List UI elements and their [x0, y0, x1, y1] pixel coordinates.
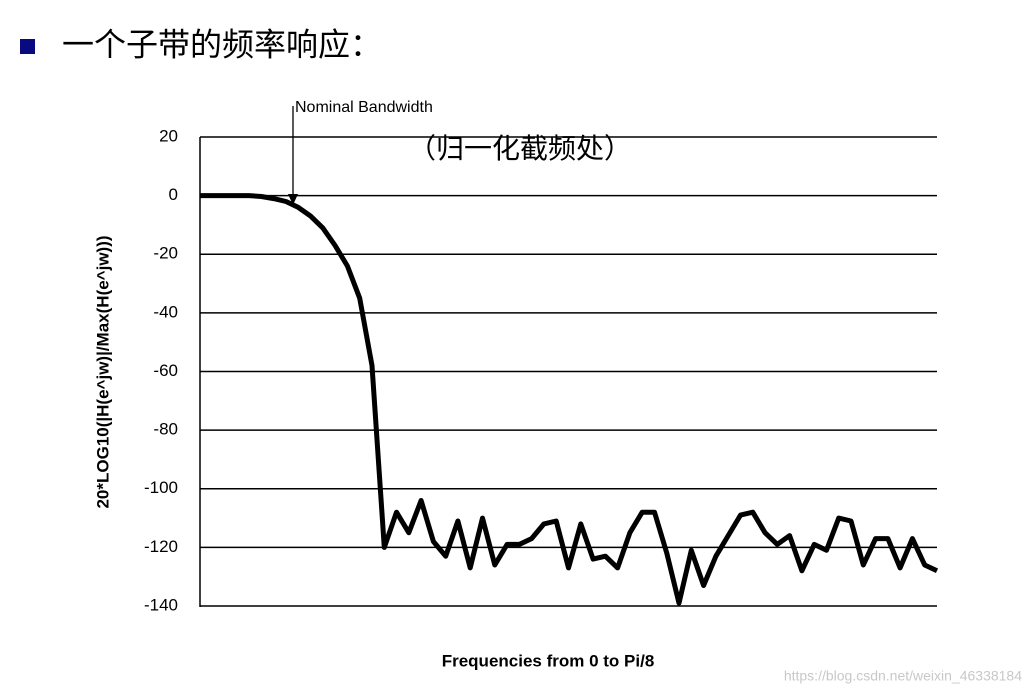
y-tick-label: 20 — [159, 126, 178, 145]
watermark: https://blog.csdn.net/weixin_46338184 — [784, 668, 1022, 684]
y-tick-label: -80 — [153, 420, 178, 439]
data-line — [200, 193, 939, 606]
y-tick-label: -20 — [153, 244, 178, 263]
y-tick-label: -120 — [144, 537, 178, 556]
y-tick-label: -40 — [153, 302, 178, 321]
slide-title: 一个子带的频率响应： — [62, 26, 382, 64]
arrow-head — [288, 194, 298, 205]
y-axis-label: 20*LOG10(|H(e^jw)|/Max(H(e^jw))) — [93, 235, 112, 508]
y-tick-label: -100 — [144, 478, 178, 497]
x-axis-label: Frequencies from 0 to Pi/8 — [442, 651, 655, 670]
y-tick-label: -140 — [144, 595, 178, 614]
y-tick-label: 0 — [169, 185, 178, 204]
y-tick-label: -60 — [153, 361, 178, 380]
annotation: Nominal Bandwidth — [295, 99, 433, 116]
bullet — [20, 39, 35, 54]
